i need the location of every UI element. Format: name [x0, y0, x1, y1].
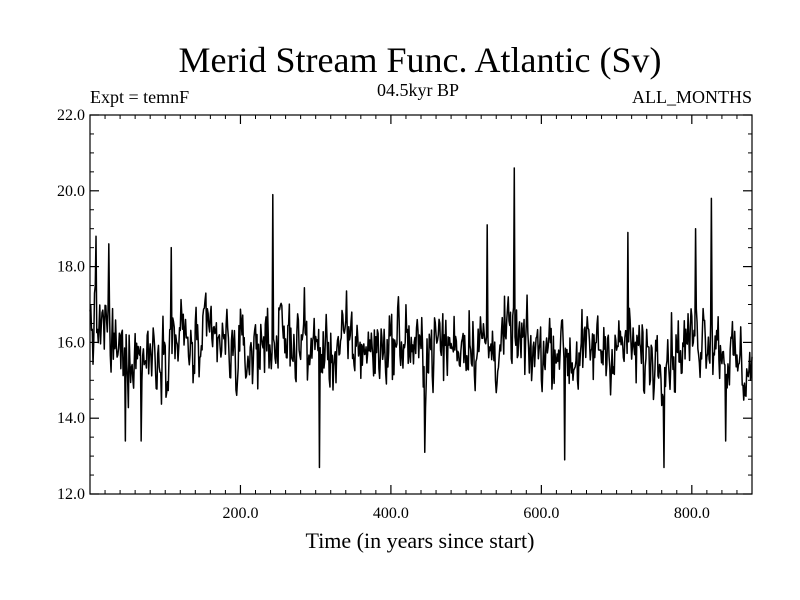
- y-tick-label: 20.0: [57, 183, 85, 200]
- series-line: [89, 167, 753, 469]
- y-tick-label: 18.0: [57, 259, 85, 276]
- x-tick-label: 400.0: [373, 505, 409, 522]
- y-tick-label: 12.0: [57, 486, 85, 503]
- x-axis-label: Time (in years since start): [306, 528, 535, 553]
- y-tick-label: 14.0: [57, 410, 85, 427]
- x-tick-label: 200.0: [222, 505, 258, 522]
- chart-title: Merid Stream Func. Atlantic (Sv): [179, 40, 662, 80]
- experiment-label: Expt = temnF: [90, 87, 189, 107]
- x-tick-label: 800.0: [674, 505, 710, 522]
- plot-area: 200.0 400.0 600.0 800.0 12.0 14.0 16.0 18.0 20.0…: [57, 107, 753, 522]
- months-label: ALL_MONTHS: [632, 87, 752, 107]
- chart-subtitle: 04.5kyr BP: [377, 80, 459, 100]
- y-tick-label: 16.0: [57, 334, 85, 351]
- x-tick-label: 600.0: [523, 505, 559, 522]
- y-tick-label: 22.0: [57, 107, 85, 124]
